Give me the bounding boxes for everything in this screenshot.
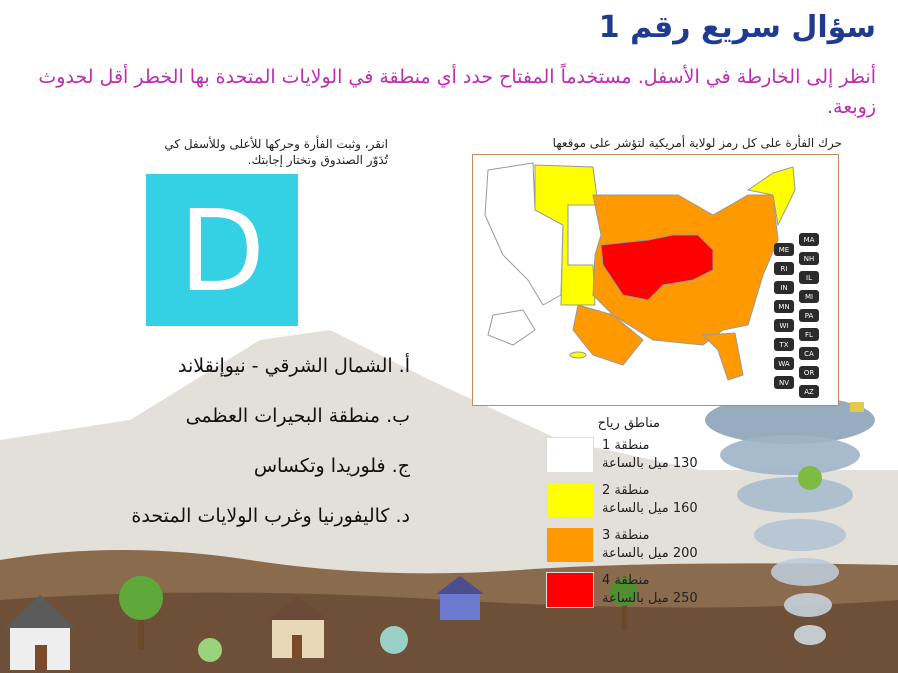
state-code-button[interactable]: FL	[799, 328, 819, 341]
tree-icon	[119, 576, 163, 650]
legend-zone-label: منطقة 4	[602, 573, 650, 588]
legend-item: منطقة 4 250 ميل بالساعة	[540, 572, 720, 617]
state-code-button[interactable]: MI	[799, 290, 819, 303]
option-d[interactable]: د. كاليفورنيا وغرب الولايات المتحدة	[131, 505, 410, 527]
state-code-button[interactable]: RI	[774, 262, 794, 275]
state-code-buttons: MA ME NH RI IL IN MI MN PA WI FL TX CA W…	[771, 233, 821, 403]
state-code-button[interactable]: ME	[774, 243, 794, 256]
map-instruction: حرك الفأرة على كل رمز لولاية أمريكية لتؤ…	[552, 136, 842, 150]
tree-icon	[610, 578, 638, 630]
state-code-button[interactable]: IN	[774, 281, 794, 294]
answer-spinner-box[interactable]: D	[146, 174, 298, 326]
option-b[interactable]: ب. منطقة البحيرات العظمى	[185, 405, 410, 427]
state-code-button[interactable]: WI	[774, 319, 794, 332]
legend-swatch	[546, 482, 594, 518]
state-code-button[interactable]: IL	[799, 271, 819, 284]
us-wind-zone-map: MA ME NH RI IL IN MI MN PA WI FL TX CA W…	[472, 154, 839, 406]
house-icon	[436, 576, 484, 620]
svg-text:D: D	[179, 187, 265, 317]
legend-swatch	[546, 437, 594, 473]
state-code-button[interactable]: NV	[774, 376, 794, 389]
question-prompt: أنظر إلى الخارطة في الأسفل. مستخدماً الم…	[38, 66, 876, 118]
answer-letter: D	[179, 187, 265, 317]
legend-swatch	[546, 572, 594, 608]
tornado-icon	[705, 392, 875, 645]
state-code-button[interactable]: NH	[799, 252, 819, 265]
answer-options: أ. الشمال الشرقي - نيوإنقلاند ب. منطقة ا…	[110, 352, 410, 552]
option-a[interactable]: أ. الشمال الشرقي - نيوإنقلاند	[178, 355, 410, 377]
page-title: سؤال سريع رقم 1	[598, 10, 876, 45]
tree-icon	[380, 626, 408, 654]
legend-zone-label: منطقة 1	[602, 438, 650, 453]
legend-zone-label: منطقة 3	[602, 528, 650, 543]
state-code-button[interactable]: OR	[799, 366, 819, 379]
house-icon	[5, 595, 75, 670]
legend-item: منطقة 1 130 ميل بالساعة	[540, 437, 720, 482]
legend-speed-label: 160 ميل بالساعة	[602, 501, 698, 516]
legend-item: منطقة 3 200 ميل بالساعة	[540, 527, 720, 572]
state-code-button[interactable]: AZ	[799, 385, 819, 398]
legend-speed-label: 130 ميل بالساعة	[602, 456, 698, 471]
answer-box-instruction: انقر، وثبت الفأرة وحركها للأعلى وللأسفل …	[164, 137, 388, 167]
state-code-button[interactable]: WA	[774, 357, 794, 370]
legend-zone-label: منطقة 2	[602, 483, 650, 498]
state-code-button[interactable]: PA	[799, 309, 819, 322]
legend-speed-label: 200 ميل بالساعة	[602, 546, 698, 561]
house-icon	[268, 596, 328, 658]
legend-item: منطقة 2 160 ميل بالساعة	[540, 482, 720, 527]
state-code-button[interactable]: CA	[799, 347, 819, 360]
tree-icon	[198, 638, 222, 662]
legend-title: مناطق رياح	[597, 416, 660, 431]
state-code-button[interactable]: TX	[774, 338, 794, 351]
legend-speed-label: 250 ميل بالساعة	[602, 591, 698, 606]
us-map-graphic	[484, 162, 796, 381]
wind-zone-legend: مناطق رياح منطقة 1 130 ميل بالساعة منطقة…	[540, 416, 720, 617]
state-code-button[interactable]: MN	[774, 300, 794, 313]
state-code-button[interactable]: MA	[799, 233, 819, 246]
legend-swatch	[546, 527, 594, 563]
option-c[interactable]: ج. فلوريدا وتكساس	[253, 455, 410, 477]
